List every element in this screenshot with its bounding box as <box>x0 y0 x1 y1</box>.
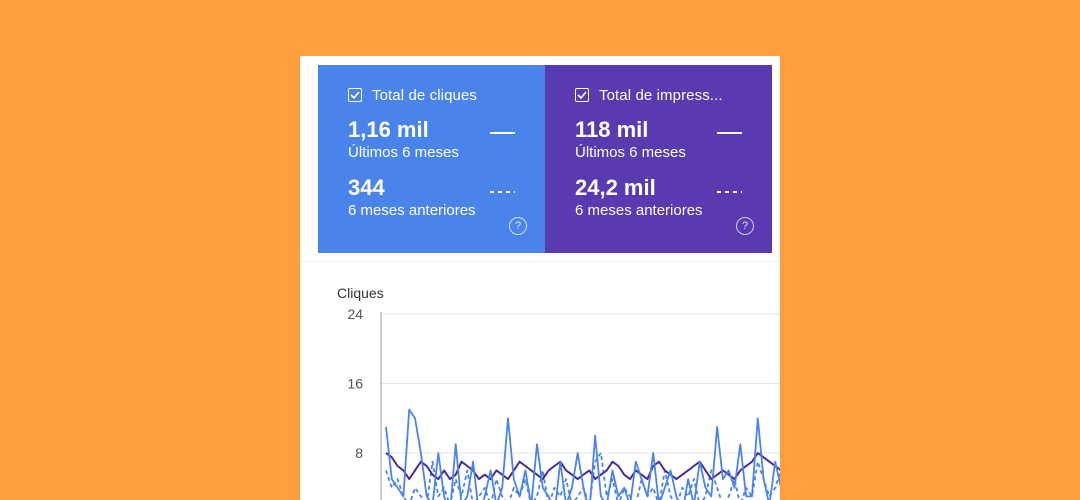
metric-cards: Total de cliques 1,16 mil Últimos 6 mese… <box>318 65 772 253</box>
impressions-checkbox[interactable] <box>575 88 589 102</box>
performance-panel: Total de cliques 1,16 mil Últimos 6 mese… <box>300 56 780 500</box>
solid-line-legend <box>717 132 742 134</box>
question-circle-icon[interactable]: ? <box>509 217 527 235</box>
checkmark-icon <box>577 91 587 99</box>
dashed-line-legend <box>490 191 515 193</box>
clicks-previous-metric: 344 6 meses anteriores <box>348 175 476 220</box>
total-clicks-card[interactable]: Total de cliques 1,16 mil Últimos 6 mese… <box>318 65 545 253</box>
y-axis-label: Cliques <box>337 285 384 301</box>
y-tick-label: 24 <box>347 306 363 322</box>
impressions-current-metric: 118 mil Últimos 6 meses <box>575 117 686 162</box>
clicks-current-period: Últimos 6 meses <box>348 144 459 161</box>
impressions-card-title: Total de impress... <box>599 86 723 104</box>
y-tick-label: 8 <box>355 445 363 461</box>
clicks-current-value: 1,16 mil <box>348 117 429 142</box>
card-header: Total de impress... <box>575 86 772 104</box>
series-line-1 <box>385 452 780 481</box>
clicks-chart: Cliques 24 16 8 <box>300 261 780 500</box>
impressions-previous-value: 24,2 mil <box>575 175 656 200</box>
card-header: Total de cliques <box>348 86 545 104</box>
total-impressions-card[interactable]: Total de impress... 118 mil Últimos 6 me… <box>545 65 772 253</box>
clicks-previous-value: 344 <box>348 175 385 200</box>
solid-line-legend <box>490 132 515 134</box>
impressions-current-value: 118 mil <box>575 117 649 142</box>
clicks-current-metric: 1,16 mil Últimos 6 meses <box>348 117 459 162</box>
checkmark-icon <box>350 91 360 99</box>
clicks-checkbox[interactable] <box>348 88 362 102</box>
line-chart: 24 16 8 <box>347 306 780 500</box>
impressions-previous-period: 6 meses anteriores <box>575 202 703 219</box>
impressions-previous-metric: 24,2 mil 6 meses anteriores <box>575 175 703 220</box>
series-line-0 <box>385 408 780 500</box>
question-circle-icon[interactable]: ? <box>736 217 754 235</box>
clicks-card-title: Total de cliques <box>372 86 477 104</box>
clicks-previous-period: 6 meses anteriores <box>348 202 476 219</box>
dashed-line-legend <box>717 191 742 193</box>
y-tick-label: 16 <box>347 376 363 392</box>
impressions-current-period: Últimos 6 meses <box>575 144 686 161</box>
